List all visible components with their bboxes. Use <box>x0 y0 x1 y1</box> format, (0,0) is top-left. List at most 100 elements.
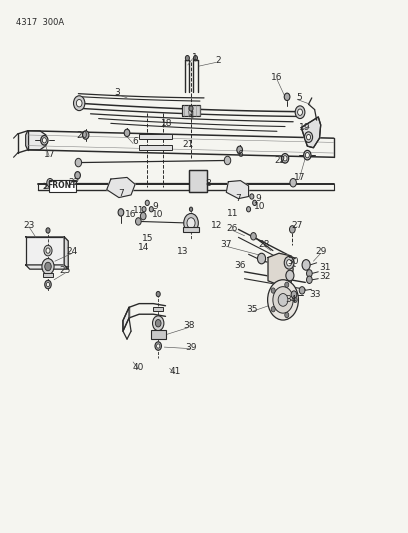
Circle shape <box>224 156 231 165</box>
Circle shape <box>45 262 51 271</box>
Text: 20: 20 <box>76 131 87 140</box>
Text: 3: 3 <box>114 88 120 97</box>
Circle shape <box>271 306 275 312</box>
Circle shape <box>193 55 197 61</box>
Circle shape <box>257 253 266 264</box>
Text: 38: 38 <box>183 321 194 330</box>
Text: 27: 27 <box>291 221 303 230</box>
Bar <box>189 170 207 192</box>
Circle shape <box>302 260 310 270</box>
Text: 41: 41 <box>169 367 180 376</box>
Circle shape <box>287 260 292 266</box>
Circle shape <box>157 344 160 348</box>
Circle shape <box>285 312 289 318</box>
Circle shape <box>297 109 302 115</box>
Polygon shape <box>26 237 68 241</box>
Text: 16: 16 <box>124 210 136 219</box>
Text: 6: 6 <box>132 138 138 147</box>
Circle shape <box>47 179 53 187</box>
Circle shape <box>184 214 198 232</box>
Text: 8: 8 <box>205 179 211 188</box>
Circle shape <box>250 194 254 199</box>
Circle shape <box>299 287 305 294</box>
Text: 11: 11 <box>133 206 145 215</box>
Polygon shape <box>301 117 321 148</box>
Polygon shape <box>123 308 129 331</box>
Circle shape <box>306 134 310 140</box>
Text: 1: 1 <box>192 53 198 62</box>
Circle shape <box>304 150 311 160</box>
Circle shape <box>140 213 146 220</box>
Bar <box>153 307 163 311</box>
Text: 34: 34 <box>286 295 297 304</box>
Circle shape <box>295 106 305 118</box>
Circle shape <box>278 294 288 306</box>
Text: 9: 9 <box>256 194 262 203</box>
Circle shape <box>76 100 82 107</box>
Circle shape <box>145 200 149 206</box>
Circle shape <box>284 256 294 269</box>
Circle shape <box>142 207 146 212</box>
Text: 14: 14 <box>137 243 149 252</box>
Circle shape <box>75 158 82 167</box>
Polygon shape <box>268 253 293 285</box>
Circle shape <box>124 129 130 136</box>
Text: 9: 9 <box>153 202 158 211</box>
Polygon shape <box>107 177 135 198</box>
Bar <box>182 105 200 116</box>
Circle shape <box>155 319 161 327</box>
Circle shape <box>46 248 50 253</box>
Circle shape <box>135 217 141 225</box>
Text: 17: 17 <box>44 150 55 159</box>
Circle shape <box>187 217 195 228</box>
Text: 11: 11 <box>226 209 238 218</box>
Text: FRONT: FRONT <box>47 181 77 190</box>
Polygon shape <box>226 181 248 199</box>
Text: 23: 23 <box>23 221 35 230</box>
Polygon shape <box>26 131 46 150</box>
Text: 26: 26 <box>226 224 237 233</box>
Text: 40: 40 <box>133 363 144 372</box>
Circle shape <box>42 259 54 274</box>
Circle shape <box>268 280 298 320</box>
Circle shape <box>282 154 289 163</box>
Polygon shape <box>26 237 64 265</box>
Text: 19: 19 <box>299 123 310 132</box>
Circle shape <box>82 131 89 139</box>
Bar <box>189 170 207 192</box>
Text: 18: 18 <box>161 119 173 128</box>
Circle shape <box>237 146 242 154</box>
Text: 12: 12 <box>211 221 222 230</box>
Circle shape <box>246 207 251 212</box>
Text: 16: 16 <box>271 73 283 82</box>
Circle shape <box>305 152 309 158</box>
Text: 37: 37 <box>221 240 232 249</box>
Circle shape <box>47 282 50 287</box>
Circle shape <box>283 156 287 161</box>
Circle shape <box>73 96 85 111</box>
Bar <box>139 134 172 139</box>
Bar <box>43 273 53 277</box>
Circle shape <box>189 207 193 212</box>
Circle shape <box>75 172 80 179</box>
Text: 2: 2 <box>215 56 221 65</box>
Text: 36: 36 <box>234 261 245 270</box>
Text: 4317  300A: 4317 300A <box>16 18 64 27</box>
Text: 5: 5 <box>296 93 302 102</box>
Circle shape <box>155 342 162 350</box>
Circle shape <box>46 228 50 233</box>
Text: 6: 6 <box>237 150 243 159</box>
Circle shape <box>293 297 297 303</box>
Text: 22: 22 <box>68 178 79 187</box>
Text: 4: 4 <box>189 111 195 120</box>
Text: 7: 7 <box>235 194 241 203</box>
Circle shape <box>290 225 295 233</box>
Circle shape <box>156 292 160 297</box>
Bar <box>183 227 199 232</box>
Text: 22: 22 <box>275 156 286 165</box>
Text: 10: 10 <box>254 202 266 211</box>
Circle shape <box>42 138 47 143</box>
Text: 7: 7 <box>118 189 124 198</box>
Circle shape <box>271 288 275 293</box>
Circle shape <box>286 270 294 281</box>
